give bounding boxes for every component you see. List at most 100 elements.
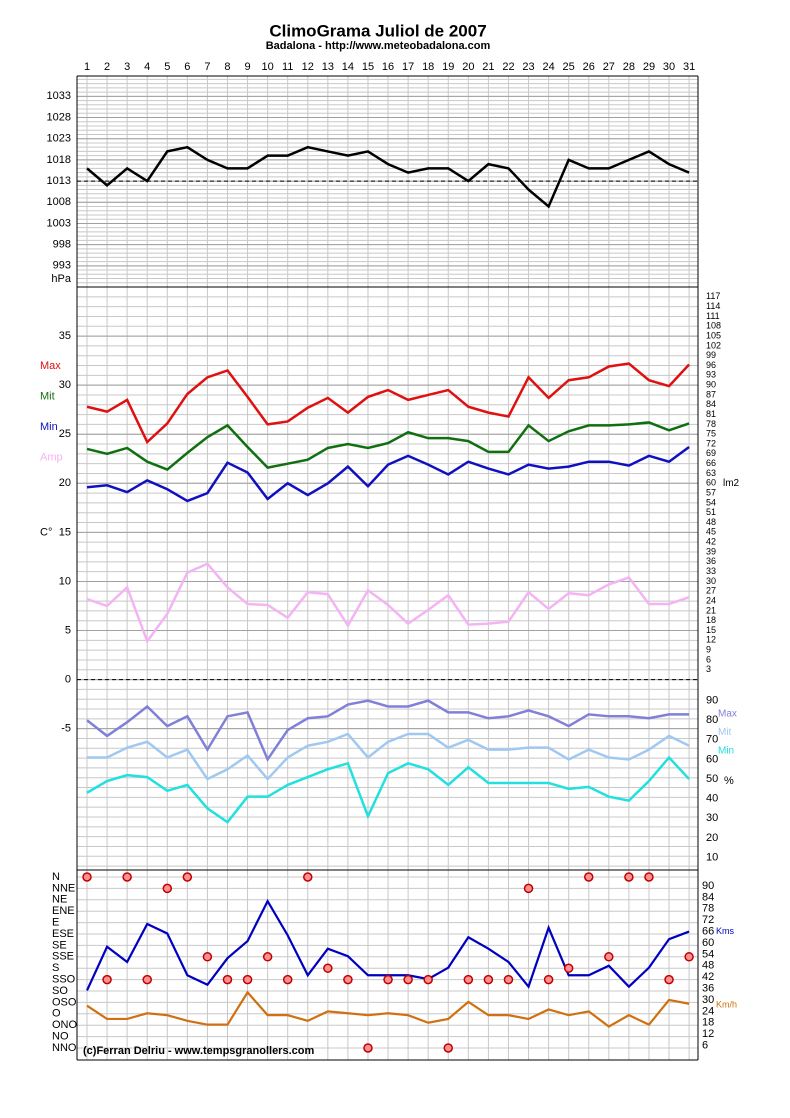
y2-tick-label: 66 [702,925,714,937]
wind-direction-dot [102,974,112,985]
y-tick-label: 1028 [47,111,71,123]
day-label: 10 [262,61,274,73]
y-tick-label: 993 [53,260,71,272]
wind-direction-dot [584,872,594,882]
day-label: 22 [502,61,514,73]
wind-direction-dot [142,974,152,985]
y2-tick-label: 87 [706,389,716,399]
y-tick-label: 50 [706,773,718,785]
y2-tick-label: 66 [706,458,716,468]
y-tick-label: 20 [706,832,718,844]
day-label: 3 [124,61,130,73]
day-label: 24 [542,61,554,73]
y2-tick-label: 9 [706,645,711,655]
legend-label: Max [40,360,61,372]
legend-label: Min [718,746,734,757]
y-tick-label: 1018 [47,154,71,166]
y2-tick-label: 18 [706,615,716,625]
day-label: 23 [522,61,534,73]
day-label: 13 [322,61,334,73]
day-label: 25 [563,61,575,73]
series-line [86,421,690,471]
y-tick-label: -5 [61,723,71,735]
wind-direction-dot [122,872,132,882]
y2-axis-label: lm2 [723,478,740,489]
wind-direction-dot [262,952,273,962]
y2-tick-label: 60 [702,937,714,949]
wind-direction-dot [282,974,293,985]
direction-label: SSO [52,974,76,986]
y2-tick-label: 36 [702,982,714,994]
y2-tick-label: 6 [702,1039,708,1051]
y2-tick-label: 42 [702,971,714,983]
direction-label: ESE [52,928,74,940]
y2-tick-label: 72 [702,914,714,926]
series-line [86,990,690,1028]
day-label: 18 [422,61,434,73]
direction-label: NNO [52,1042,77,1054]
y2-tick-label: 93 [706,370,716,380]
y2-tick-label: 108 [706,321,721,331]
y2-tick-label: 18 [702,1017,714,1029]
wind-direction-dot [664,974,674,985]
wind-direction-dot [543,974,554,985]
y-tick-label: 70 [706,734,718,746]
series-line [86,362,691,445]
wind-direction-dot [202,952,213,962]
day-label: 6 [184,61,190,73]
y2-tick-label: 48 [702,960,714,972]
y2-tick-label: 78 [702,903,714,915]
y2-tick-label: 3 [706,664,711,674]
wind-direction-dot [182,872,193,882]
y2-tick-label: 78 [706,419,716,429]
y-tick-label: 15 [59,526,71,538]
legend-label: Max [718,709,737,720]
y2-tick-label: 117 [706,291,720,301]
y-tick-label: 1003 [47,217,71,229]
wind-direction-dot [563,963,574,973]
day-label: 30 [663,61,675,73]
direction-label: NO [52,1031,69,1043]
direction-label: O [52,1008,61,1020]
series-line [86,562,690,644]
direction-label: SE [52,939,67,951]
y2-tick-label: 105 [706,330,721,340]
day-label: 12 [302,61,314,73]
day-label: 9 [244,61,250,73]
y2-tick-label: 96 [706,360,716,370]
y-tick-label: 5 [65,624,71,636]
y-tick-label: 90 [706,695,718,707]
day-label: 4 [144,61,150,73]
wind-direction-dot [82,872,92,882]
y2-tick-label: 69 [706,448,716,458]
wind-direction-dot [343,974,353,985]
day-label: 31 [683,61,695,73]
day-label: 21 [482,61,494,73]
direction-label: NNE [52,882,75,894]
y2-tick-label: 54 [702,948,714,960]
day-label: 11 [282,61,293,73]
day-label: 17 [402,61,414,73]
direction-label: E [52,917,59,929]
y-tick-label: 30 [706,812,718,824]
y-tick-label: 30 [59,379,71,391]
y2-tick-label: 99 [706,350,716,360]
wind-direction-dot [323,963,333,973]
y-tick-label: 25 [59,428,71,440]
series-line [86,699,690,763]
wind-direction-dot [242,974,253,985]
direction-label: N [52,871,60,883]
legend-label: Mit [718,727,732,738]
y2-tick-label: 24 [706,595,716,605]
day-label: 2 [104,61,110,73]
y2-tick-label: 6 [706,654,711,664]
credit: (c)Ferran Delriu - www.tempsgranollers.c… [83,1045,314,1057]
series-line [86,145,690,209]
day-label: 8 [224,61,230,73]
y-axis-label: C° [40,526,52,538]
wind-direction-dot [463,974,474,985]
y-tick-label: 80 [706,714,718,726]
legend-label: Km/h [716,999,737,1009]
y-axis-label: hPa [51,273,71,285]
legend-label: Kms [716,926,735,936]
